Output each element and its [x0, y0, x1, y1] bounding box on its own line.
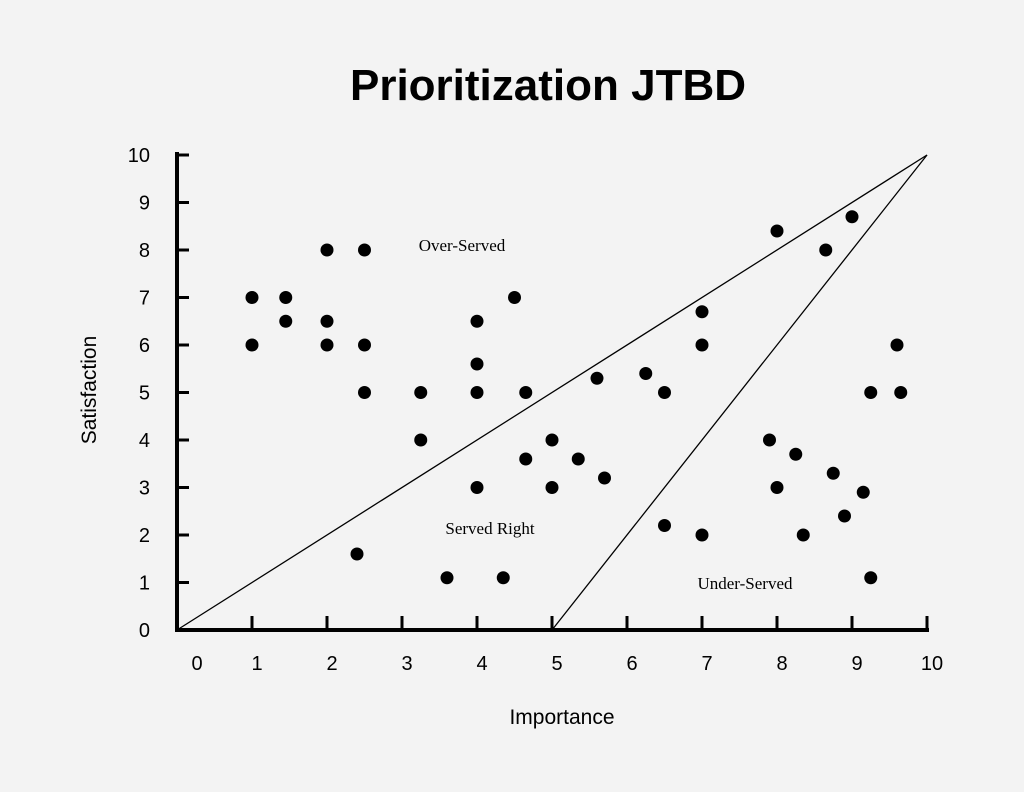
data-point — [789, 447, 803, 461]
y-tick-label: 9 — [139, 193, 150, 215]
x-tick-label: 8 — [776, 653, 787, 675]
region-boundaries — [176, 154, 928, 631]
region-label-over-served: Over-Served — [419, 236, 506, 255]
data-point — [838, 509, 851, 523]
y-tick-label: 5 — [139, 383, 150, 405]
data-point — [470, 357, 484, 371]
x-tick-label: 10 — [921, 653, 943, 675]
x-tick-label: 9 — [851, 653, 862, 675]
data-point — [320, 243, 334, 257]
data-point — [470, 314, 484, 328]
x-ticks: 0 1 2 3 4 5 6 7 8 9 10 — [191, 616, 943, 675]
x-tick-label: 4 — [476, 653, 487, 675]
data-point — [470, 386, 484, 399]
y-tick-label: 8 — [139, 240, 150, 262]
data-point — [856, 485, 870, 499]
boundary-line-2 — [551, 154, 928, 631]
data-point — [770, 481, 784, 494]
data-point — [414, 386, 428, 399]
x-tick-label: 6 — [626, 653, 637, 675]
data-point — [470, 481, 484, 494]
data-point — [279, 314, 293, 328]
data-point — [320, 314, 334, 328]
data-point — [894, 386, 908, 399]
data-point — [545, 481, 559, 494]
data-point — [695, 305, 709, 319]
data-point — [845, 210, 859, 224]
data-point — [350, 547, 364, 561]
data-point — [508, 291, 521, 304]
data-point — [320, 338, 334, 352]
y-tick-label: 10 — [128, 145, 150, 167]
region-label-served-right: Served Right — [445, 519, 535, 538]
data-point — [819, 243, 833, 257]
data-point — [695, 528, 709, 542]
data-point — [440, 571, 454, 585]
data-point — [890, 338, 904, 352]
y-tick-label: 7 — [139, 288, 150, 310]
data-point — [279, 291, 293, 304]
data-point — [770, 224, 784, 238]
data-point — [358, 338, 371, 352]
y-tick-label: 3 — [139, 478, 150, 500]
y-ticks: 0 1 2 3 4 5 6 7 8 9 10 — [128, 145, 189, 642]
data-point — [658, 386, 671, 399]
y-tick-label: 4 — [139, 430, 150, 452]
data-point — [245, 291, 259, 304]
x-tick-label: 5 — [551, 653, 562, 675]
data-point — [864, 571, 878, 585]
y-tick-label: 6 — [139, 335, 150, 357]
data-points — [245, 210, 908, 585]
data-point — [639, 367, 653, 380]
data-point — [598, 471, 611, 485]
data-point — [695, 338, 709, 352]
y-axis-label: Satisfaction — [78, 336, 101, 445]
data-point — [658, 519, 671, 532]
boundary-line-1 — [176, 154, 928, 631]
data-point — [358, 386, 371, 399]
data-point — [571, 452, 585, 466]
data-point — [796, 528, 810, 542]
data-point — [358, 243, 371, 257]
data-point — [590, 371, 604, 385]
x-tick-label: 3 — [401, 653, 412, 675]
y-tick-label: 2 — [139, 525, 150, 547]
x-tick-label: 7 — [701, 653, 712, 675]
data-point — [496, 571, 510, 585]
y-tick-label: 1 — [139, 573, 150, 595]
x-tick-label: 0 — [191, 653, 202, 675]
region-label-under-served: Under-Served — [697, 574, 793, 593]
data-point — [519, 386, 533, 399]
data-point — [519, 452, 533, 466]
x-tick-label: 1 — [251, 653, 262, 675]
data-point — [826, 466, 840, 480]
x-tick-label: 2 — [326, 653, 337, 675]
data-point — [763, 433, 776, 447]
data-point — [245, 338, 259, 352]
y-tick-label: 0 — [139, 620, 150, 642]
chart-title: Prioritization JTBD — [350, 61, 746, 110]
x-axis-label: Importance — [509, 706, 614, 729]
data-point — [864, 386, 878, 399]
data-point — [545, 433, 559, 447]
data-point — [414, 433, 428, 447]
